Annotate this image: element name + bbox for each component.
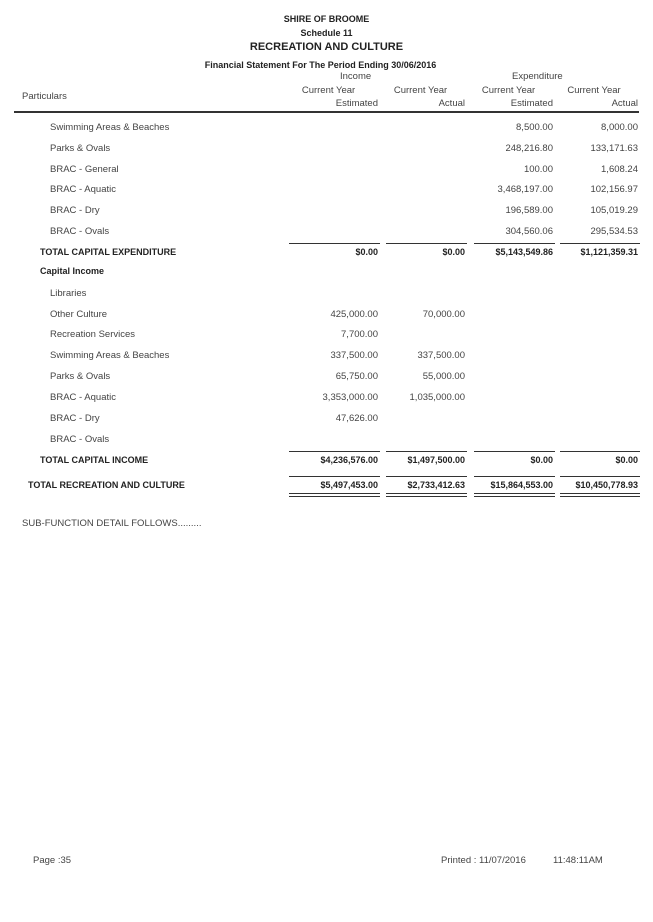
total-rule: [386, 451, 467, 452]
cell-value: $1,121,359.31: [580, 247, 638, 257]
cell-value: 337,500.00: [417, 350, 465, 361]
header-divider: [14, 111, 639, 113]
row-label: BRAC - Aquatic: [50, 184, 116, 195]
cell-value: $1,497,500.00: [407, 455, 465, 465]
cell-value: 105,019.29: [590, 205, 638, 216]
cell-value: $0.00: [530, 455, 553, 465]
cell-value: 196,589.00: [505, 205, 553, 216]
report-subtitle: Financial Statement For The Period Endin…: [204, 60, 437, 70]
grand-total-double-rule: [289, 493, 380, 497]
grand-total-double-rule: [386, 493, 467, 497]
page-number: Page :35: [33, 855, 72, 866]
cell-value: 1,608.24: [601, 164, 638, 175]
total-rule: [560, 476, 640, 477]
total-rule: [289, 476, 380, 477]
cell-value: 3,353,000.00: [322, 392, 378, 403]
cell-value: 295,534.53: [590, 226, 638, 237]
row-label: Other Culture: [50, 309, 108, 320]
cell-value: 102,156.97: [590, 184, 638, 195]
row-label: BRAC - Aquatic: [50, 392, 116, 403]
particulars-header: Particulars: [22, 91, 67, 102]
total-rule: [289, 243, 380, 244]
cell-value: $10,450,778.93: [575, 480, 638, 490]
cell-value: 7,700.00: [341, 329, 378, 340]
printed-time: 11:48:11AM: [553, 855, 603, 866]
total-rule: [474, 243, 555, 244]
cell-value: 100.00: [523, 164, 553, 175]
cell-value: 425,000.00: [330, 309, 378, 320]
row-label: Capital Income: [40, 266, 105, 276]
grand-total-double-rule: [560, 493, 640, 497]
org-name: SHIRE OF BROOME: [283, 14, 370, 24]
column-header-3-year: Current Year: [481, 85, 536, 96]
cell-value: $4,236,576.00: [320, 455, 378, 465]
cell-value: 70,000.00: [422, 309, 465, 320]
cell-value: 55,000.00: [422, 371, 465, 382]
cell-value: 133,171.63: [590, 143, 638, 154]
total-rule: [386, 476, 467, 477]
row-label: BRAC - General: [50, 164, 119, 175]
cell-value: 65,750.00: [335, 371, 378, 382]
cell-value: $0.00: [355, 247, 378, 257]
income-header: Income: [340, 71, 372, 82]
total-rule: [289, 451, 380, 452]
row-label: Parks & Ovals: [50, 143, 111, 154]
row-label: Swimming Areas & Beaches: [50, 350, 170, 361]
row-label: Recreation Services: [50, 329, 136, 340]
column-header-4-year: Current Year: [567, 85, 621, 96]
total-rule: [560, 243, 640, 244]
cell-value: 337,500.00: [330, 350, 378, 361]
column-header-1-type: Estimated: [335, 98, 378, 109]
row-label: TOTAL RECREATION AND CULTURE: [28, 480, 185, 490]
schedule-label: Schedule 11: [300, 28, 353, 38]
row-label: BRAC - Dry: [50, 413, 100, 424]
column-header-2-year: Current Year: [393, 85, 448, 96]
total-rule: [474, 476, 555, 477]
expenditure-header: Expenditure: [512, 71, 563, 82]
report-title: RECREATION AND CULTURE: [249, 41, 404, 53]
printed-date: Printed : 11/07/2016: [441, 855, 526, 866]
row-label: Libraries: [50, 288, 87, 299]
cell-value: $0.00: [442, 247, 465, 257]
total-rule: [560, 451, 640, 452]
column-header-4-type: Actual: [611, 98, 638, 109]
cell-value: 8,500.00: [516, 122, 553, 133]
column-header-1-year: Current Year: [301, 85, 356, 96]
cell-value: 8,000.00: [601, 122, 638, 133]
cell-value: 304,560.06: [505, 226, 553, 237]
row-label: Swimming Areas & Beaches: [50, 122, 170, 133]
row-label: TOTAL CAPITAL EXPENDITURE: [40, 247, 177, 257]
cell-value: 248,216.80: [505, 143, 553, 154]
column-header-3-type: Estimated: [510, 98, 553, 109]
grand-total-double-rule: [474, 493, 555, 497]
row-label: Parks & Ovals: [50, 371, 111, 382]
column-header-2-type: Actual: [438, 98, 465, 109]
row-label: BRAC - Ovals: [50, 226, 110, 237]
row-label: BRAC - Ovals: [50, 434, 110, 445]
cell-value: $5,143,549.86: [495, 247, 553, 257]
cell-value: 47,626.00: [335, 413, 378, 424]
cell-value: $5,497,453.00: [320, 480, 378, 490]
total-rule: [474, 451, 555, 452]
row-label: TOTAL CAPITAL INCOME: [40, 455, 149, 465]
cell-value: $0.00: [615, 455, 638, 465]
cell-value: 3,468,197.00: [497, 184, 553, 195]
cell-value: $15,864,553.00: [490, 480, 553, 490]
total-rule: [386, 243, 467, 244]
row-label: BRAC - Dry: [50, 205, 100, 216]
cell-value: 1,035,000.00: [409, 392, 465, 403]
cell-value: $2,733,412.63: [407, 480, 465, 490]
sub-function-note: SUB-FUNCTION DETAIL FOLLOWS.........: [22, 518, 202, 529]
